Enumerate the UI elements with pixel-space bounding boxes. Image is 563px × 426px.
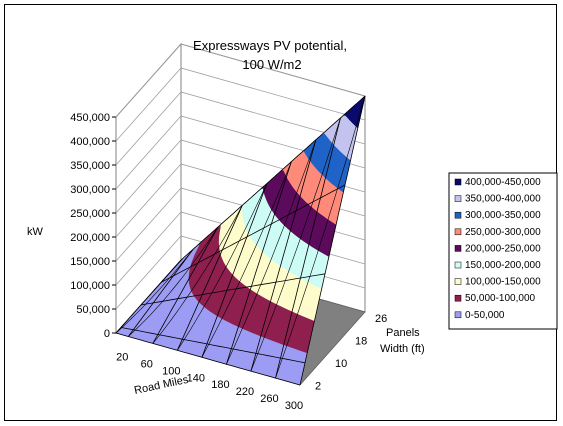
surface-mesh-line	[201, 183, 268, 358]
legend-label: 100,000-150,000	[465, 277, 541, 288]
z-gridline	[115, 43, 366, 118]
z-axis-title: kW	[27, 226, 44, 238]
x-tick-label: 180	[211, 379, 229, 391]
surface-mesh-line	[299, 95, 366, 386]
y-axis-title-line-2: Width (ft)	[380, 343, 425, 355]
surface-mesh-line	[226, 161, 292, 365]
z-tick-label: 350,000	[70, 160, 110, 172]
y-tick-label: 10	[335, 358, 347, 370]
legend-label: 250,000-300,000	[465, 227, 541, 238]
surface-mesh-diagonal	[275, 95, 366, 379]
surface-mesh-line	[160, 184, 346, 283]
x-tick-label: 300	[285, 400, 303, 412]
legend-swatch	[454, 261, 462, 269]
surface-mesh-diagonal	[115, 248, 194, 334]
legend-swatch	[454, 211, 462, 219]
surface-mesh-line	[180, 95, 366, 261]
y-tick-label: 26	[375, 313, 387, 325]
legend-label: 300,000-350,000	[465, 210, 541, 221]
surface-mesh-line	[127, 248, 194, 337]
x-tick-label: 260	[260, 393, 278, 405]
y-tick-label: 2	[315, 380, 321, 392]
x-tick-label: 60	[141, 358, 153, 370]
surface-mesh-line	[176, 205, 243, 351]
legend-swatch	[454, 228, 462, 236]
z-tick-label: 150,000	[70, 256, 110, 268]
z-gridline	[115, 91, 366, 166]
x-tick-label: 100	[162, 365, 180, 377]
z-tick-label: 400,000	[70, 136, 110, 148]
legend-swatch	[454, 294, 462, 302]
z-tick-label: 250,000	[70, 208, 110, 220]
legend-label: 150,000-200,000	[465, 260, 541, 271]
surface-mesh-diagonal	[128, 227, 219, 337]
legend-swatch	[454, 311, 462, 319]
z-tick-label: 0	[104, 328, 110, 340]
legend-label: 50,000-100,000	[465, 293, 536, 304]
legend-swatch	[454, 178, 462, 186]
surface-mesh-diagonal	[152, 205, 243, 344]
legend-swatch	[454, 245, 462, 252]
surface-mesh-line	[120, 327, 306, 364]
surface-mesh-line	[115, 259, 182, 334]
z-tick-label: 300,000	[70, 184, 110, 196]
z-tick-label: 200,000	[70, 232, 110, 244]
chart-title-line-2: 100 W/m2	[242, 57, 301, 72]
surface-plot	[115, 95, 366, 386]
legend-swatch	[454, 195, 462, 202]
legend-label: 200,000-250,000	[465, 243, 541, 254]
z-tick-label: 100,000	[70, 280, 110, 292]
legend-label: 0-50,000	[465, 310, 505, 321]
surface-mesh-diagonal	[201, 161, 292, 358]
legend-label: 400,000-450,000	[465, 177, 541, 188]
z-gridline	[115, 67, 366, 142]
chart-title-line-1: Expressways PV potential,	[193, 38, 347, 53]
x-tick-label: 140	[187, 372, 205, 384]
surface-mesh-line	[250, 139, 317, 372]
chart-legend: 400,000-450,000 350,000-400,000 300,000-35…	[448, 172, 558, 330]
legend-swatch	[454, 278, 462, 285]
surface-mesh-diagonal	[226, 139, 317, 365]
surface-mesh-line	[115, 332, 301, 386]
surface-mesh-line	[152, 227, 219, 344]
legend-label: 350,000-400,000	[465, 194, 541, 205]
chart-axes: 0 50,000 100,000 150,000 200,000 250,000 300,0…	[70, 112, 387, 412]
z-tick-label: 50,000	[76, 304, 110, 316]
surface-mesh-line	[275, 117, 341, 379]
x-tick-label: 220	[236, 386, 254, 398]
surface-mesh-line	[140, 273, 326, 306]
x-tick-label: 20	[116, 351, 128, 363]
z-tick-label: 450,000	[70, 112, 110, 124]
surface-mesh-diagonal	[177, 183, 268, 351]
surface-mesh-diagonal	[250, 117, 341, 372]
legend-box	[448, 172, 558, 330]
y-tick-label: 18	[355, 335, 367, 347]
y-axis-title-line-1: Panels	[386, 327, 420, 339]
